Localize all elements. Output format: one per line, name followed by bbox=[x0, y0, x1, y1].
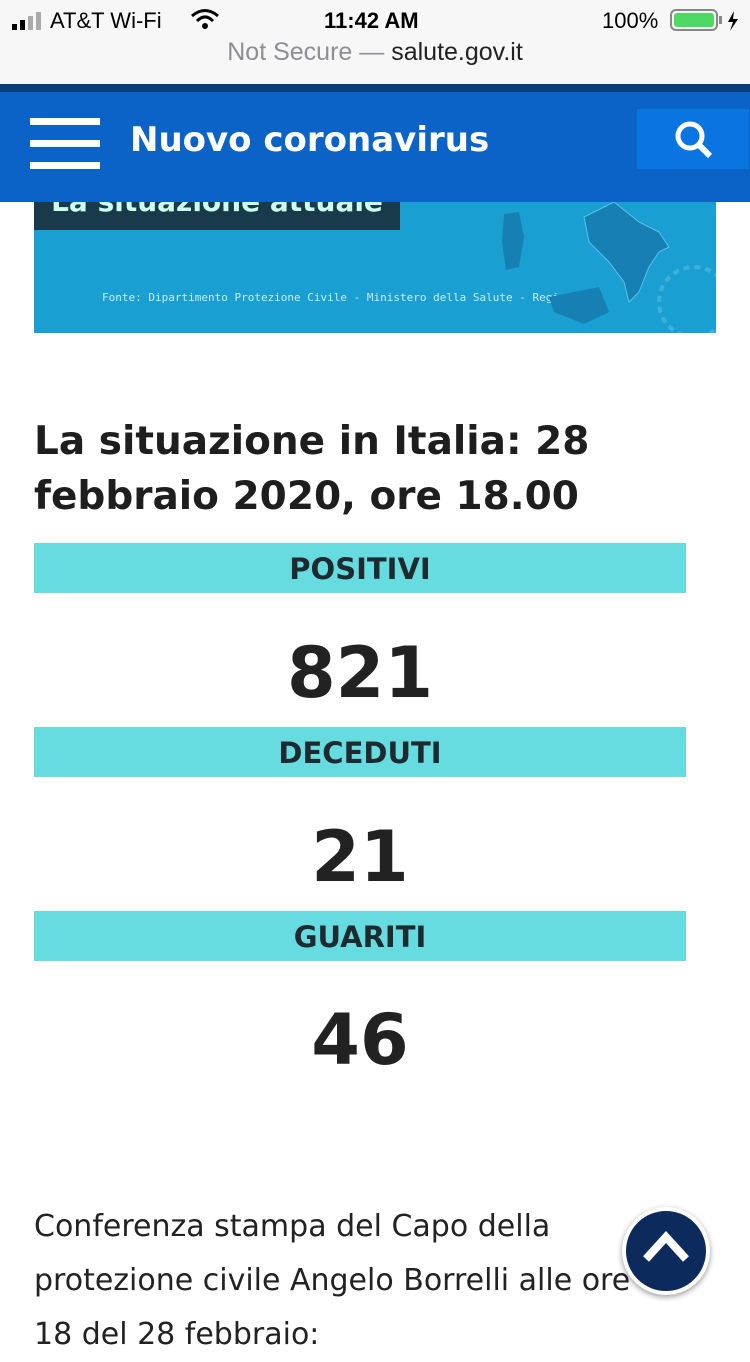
address-bar[interactable]: Not Secure — salute.gov.it bbox=[0, 38, 750, 67]
site-title[interactable]: Nuovo coronavirus bbox=[130, 120, 490, 160]
chevron-up bbox=[643, 1231, 689, 1262]
scroll-top-button[interactable] bbox=[622, 1207, 710, 1295]
stat-label: DECEDUTI bbox=[34, 727, 686, 777]
battery-icon bbox=[670, 9, 738, 31]
clock: 11:42 AM bbox=[324, 8, 419, 33]
banner-title: La situazione attuale bbox=[34, 202, 400, 230]
browser-chrome bbox=[0, 0, 750, 84]
heading: La situazione in Italia: 28 febbraio 202… bbox=[34, 419, 590, 519]
banner[interactable]: La situazione attuale Fonte: Dipartiment… bbox=[34, 202, 716, 333]
stat-value: 21 bbox=[311, 816, 409, 898]
paragraph: Conferenza stampa del Capo della protezi… bbox=[34, 1209, 631, 1352]
signal-icon bbox=[12, 12, 41, 30]
stat-value: 821 bbox=[286, 632, 434, 714]
carrier: AT&T Wi-Fi bbox=[50, 8, 162, 33]
wifi-icon bbox=[191, 9, 219, 29]
menu-button[interactable] bbox=[30, 118, 102, 170]
security-label: Not Secure — bbox=[227, 38, 385, 66]
divider bbox=[0, 84, 750, 92]
site-header bbox=[0, 92, 750, 202]
battery-level: 100% bbox=[602, 8, 659, 33]
stat-value: 46 bbox=[311, 999, 409, 1081]
banner-source: Fonte: Dipartimento Protezione Civile - … bbox=[102, 291, 579, 304]
domain: salute.gov.it bbox=[391, 38, 523, 66]
stat-label: GUARITI bbox=[34, 911, 686, 961]
search-button[interactable] bbox=[636, 108, 750, 170]
stat-label: POSITIVI bbox=[34, 543, 686, 593]
map-illustration bbox=[502, 202, 716, 333]
